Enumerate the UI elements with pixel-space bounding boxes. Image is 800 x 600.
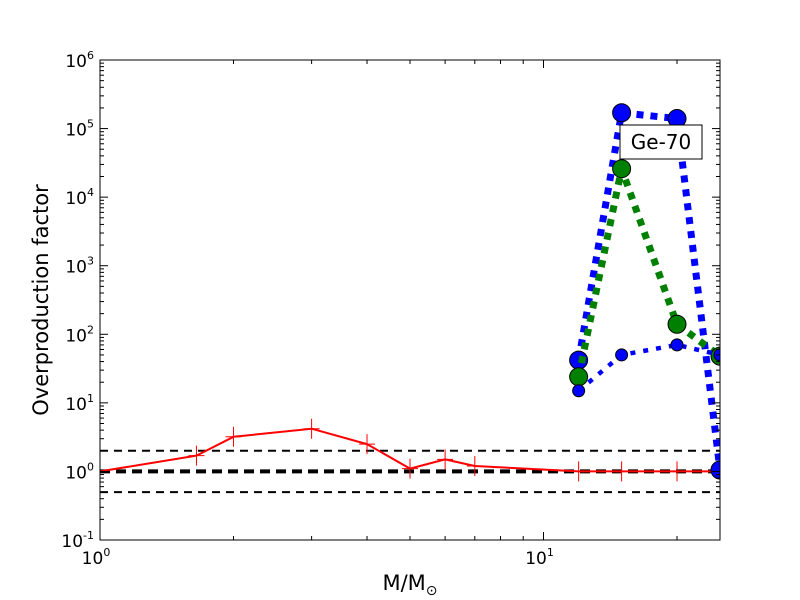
series-0-point-3 bbox=[303, 418, 320, 439]
series-3-point-1 bbox=[615, 348, 629, 362]
y-tick-label-0: 10-1 bbox=[61, 529, 94, 552]
annotation-layer: Ge-70 bbox=[619, 124, 703, 160]
series-3-line bbox=[577, 342, 720, 393]
series-0-line bbox=[100, 427, 720, 473]
series-0-point-1 bbox=[188, 445, 205, 466]
plot-frame bbox=[99, 59, 721, 541]
clipped-series bbox=[100, 103, 720, 494]
x-tick-label-1: 101 bbox=[525, 546, 554, 569]
series-0-point-8 bbox=[570, 461, 587, 482]
x-tick-label-0: 100 bbox=[82, 546, 111, 569]
series-3-point-0 bbox=[572, 384, 586, 398]
series-0-point-10 bbox=[669, 461, 686, 482]
y-tick-label-1: 100 bbox=[65, 460, 94, 483]
y-axis-label: Overproduction factor bbox=[29, 184, 53, 416]
x-axis-label-subscript: ⊙ bbox=[426, 583, 438, 599]
y-tick-label-4: 103 bbox=[65, 255, 94, 278]
series-2-point-0 bbox=[569, 367, 589, 387]
series-0-point-9 bbox=[613, 461, 630, 482]
y-tick-label-2: 101 bbox=[65, 392, 94, 415]
series-0-point-2 bbox=[225, 426, 242, 447]
y-tick-label-5: 104 bbox=[65, 186, 94, 209]
series-0-point-4 bbox=[359, 434, 376, 455]
series-2-point-1 bbox=[612, 159, 632, 179]
series-layer bbox=[100, 103, 720, 494]
x-axis-label: M/M⊙ bbox=[382, 571, 437, 599]
series-0-point-5 bbox=[402, 458, 418, 479]
annotation-label: Ge-70 bbox=[631, 130, 691, 154]
series-0-point-6 bbox=[437, 449, 454, 470]
series-3-point-2 bbox=[670, 338, 684, 352]
y-tick-label-6: 105 bbox=[65, 118, 94, 141]
annotation-box bbox=[619, 124, 703, 160]
y-tick-label-3: 102 bbox=[65, 323, 94, 346]
series-0-point-7 bbox=[466, 455, 483, 476]
y-tick-label-7: 106 bbox=[65, 49, 94, 72]
series-2-point-2 bbox=[667, 314, 687, 334]
series-2-line bbox=[575, 165, 720, 378]
series-1-point-1 bbox=[612, 103, 632, 123]
